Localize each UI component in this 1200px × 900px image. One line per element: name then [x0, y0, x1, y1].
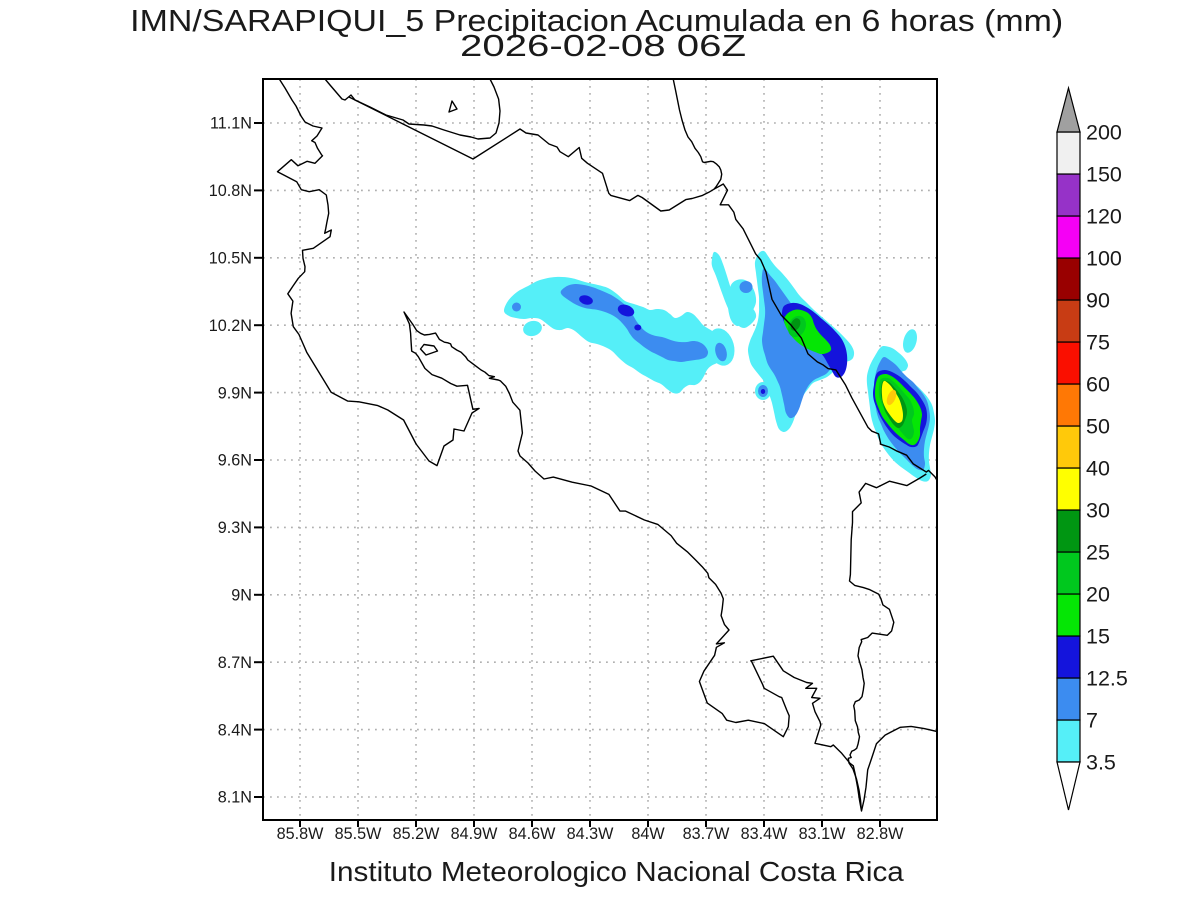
svg-text:25: 25 [1086, 541, 1110, 565]
svg-text:100: 100 [1086, 247, 1122, 271]
svg-text:9.6N: 9.6N [218, 452, 252, 470]
svg-text:60: 60 [1086, 373, 1110, 397]
svg-text:10.5N: 10.5N [209, 250, 252, 268]
svg-text:8.1N: 8.1N [218, 789, 252, 807]
svg-text:84.9W: 84.9W [451, 825, 499, 843]
svg-text:85.5W: 85.5W [335, 825, 383, 843]
svg-text:40: 40 [1086, 457, 1110, 481]
svg-text:3.5: 3.5 [1086, 751, 1116, 775]
svg-text:9N: 9N [231, 587, 252, 605]
svg-text:90: 90 [1086, 289, 1110, 313]
svg-text:84W: 84W [631, 825, 665, 843]
svg-text:20: 20 [1086, 583, 1110, 607]
svg-text:83.7W: 83.7W [683, 825, 731, 843]
svg-text:7: 7 [1086, 709, 1098, 733]
svg-text:150: 150 [1086, 163, 1122, 187]
svg-text:75: 75 [1086, 331, 1110, 355]
svg-text:10.2N: 10.2N [209, 317, 252, 335]
svg-text:85.2W: 85.2W [393, 825, 441, 843]
svg-text:8.4N: 8.4N [218, 721, 252, 739]
svg-text:84.3W: 84.3W [567, 825, 615, 843]
svg-text:120: 120 [1086, 205, 1122, 229]
svg-text:IMN/SARAPIQUI_5 Precipitacion: IMN/SARAPIQUI_5 Precipitacion Acumulada … [130, 3, 1063, 38]
svg-text:84.6W: 84.6W [509, 825, 557, 843]
svg-text:50: 50 [1086, 415, 1110, 439]
svg-text:83.4W: 83.4W [741, 825, 789, 843]
svg-text:10.8N: 10.8N [209, 182, 252, 200]
svg-text:Instituto Meteorologico Nacion: Instituto Meteorologico Nacional Costa R… [329, 856, 904, 887]
svg-text:11.1N: 11.1N [210, 115, 252, 133]
svg-text:12.5: 12.5 [1086, 667, 1128, 691]
svg-text:2026-02-08 06Z: 2026-02-08 06Z [460, 28, 746, 63]
svg-text:200: 200 [1086, 121, 1122, 145]
svg-text:8.7N: 8.7N [218, 654, 252, 672]
svg-text:15: 15 [1086, 625, 1110, 649]
svg-text:83.1W: 83.1W [799, 825, 847, 843]
svg-text:30: 30 [1086, 499, 1110, 523]
svg-text:82.8W: 82.8W [857, 825, 905, 843]
svg-text:85.8W: 85.8W [277, 825, 325, 843]
svg-text:9.9N: 9.9N [218, 384, 252, 402]
svg-text:9.3N: 9.3N [218, 519, 252, 537]
